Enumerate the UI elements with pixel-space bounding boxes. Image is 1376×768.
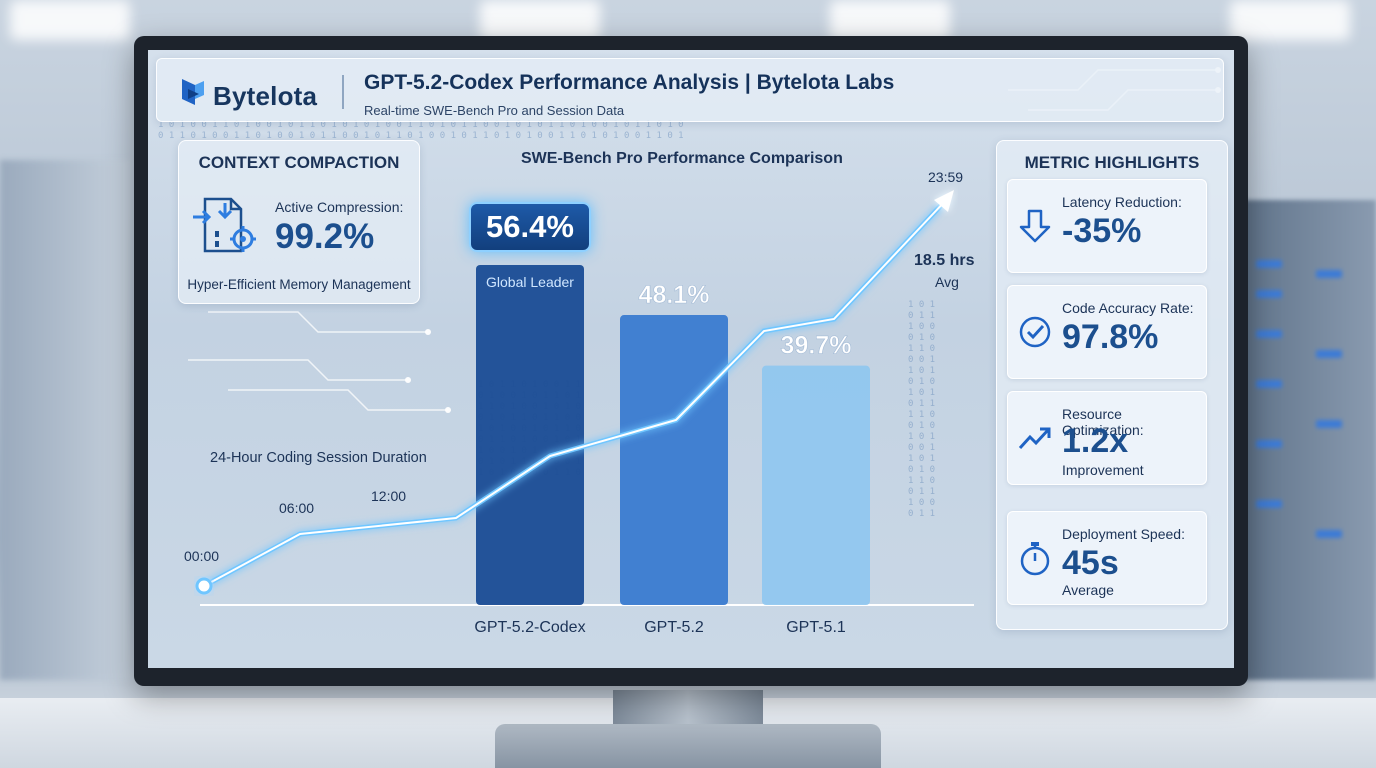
ceiling-light	[1230, 0, 1350, 40]
bar-gpt-5-1	[762, 365, 870, 605]
ceiling-light	[10, 0, 130, 40]
metric-value: -35%	[1062, 212, 1142, 250]
metric-card-accuracy: Code Accuracy Rate: 97.8%	[1007, 285, 1207, 379]
ceiling-light	[480, 0, 600, 40]
stopwatch-icon	[1020, 542, 1050, 576]
session-tick-label: 00:00	[184, 548, 220, 564]
session-trend-line-core	[203, 197, 949, 587]
dashboard-screen: 1 0 1 0 0 1 1 0 1 0 0 1 0 1 1 0 1 0 1 0 …	[148, 50, 1234, 668]
arrow-down-icon	[1019, 209, 1051, 243]
check-circle-icon	[1019, 316, 1051, 348]
server-rack	[1226, 200, 1376, 680]
bar-value-label: 39.7%	[781, 332, 852, 360]
metric-label: Resource Optimization:	[1062, 406, 1144, 438]
performance-chart: Global Leader 48.1% 39.7% GPT-5.2-Codex GPT…	[195, 190, 974, 636]
monitor-stand	[613, 690, 763, 730]
session-tick-label: 23:59	[928, 169, 964, 185]
brand-name: Bytelota	[213, 81, 318, 111]
compression-value: 99.2%	[275, 217, 375, 256]
metric-value: 1.2x	[1062, 422, 1129, 460]
page-subtitle: Real-time SWE-Bench Pro and Session Data	[364, 103, 625, 118]
compression-icon	[193, 197, 256, 253]
category-label: GPT-5.1	[786, 619, 846, 636]
page-title: GPT-5.2-Codex Performance Analysis | Byt…	[364, 71, 895, 94]
context-compaction-panel: CONTEXT COMPACTION Active Compression: 9…	[178, 140, 420, 304]
bytelota-logo-icon	[182, 79, 204, 105]
chart-title: SWE-Bench Pro Performance Comparison	[521, 150, 843, 167]
metric-value: 97.8%	[1062, 318, 1159, 356]
bar-gpt-5-2-codex	[476, 265, 584, 605]
binary-decoration: 1 0 1 0 1 1 1 0 0 0 1 0 1 1 0 0 0 1 1 0 …	[908, 300, 936, 519]
header-bar: Bytelota GPT-5.2-Codex Performance Analy…	[156, 58, 1224, 122]
metric-card-deployment: Deployment Speed: 45s Average	[1007, 511, 1207, 605]
session-average-label: Avg	[935, 274, 959, 290]
metric-sublabel: Improvement	[1062, 462, 1144, 478]
trend-start-point	[195, 577, 213, 595]
binary-decoration: 1 0 1 0 0 1 1 0 1 0 0 1 0 1 1 0 1 0 1 0 …	[158, 120, 684, 141]
session-average-value: 18.5 hrs	[914, 252, 975, 269]
category-label: GPT-5.2-Codex	[474, 619, 585, 636]
metric-highlights-panel: METRIC HIGHLIGHTS Latency Reduction: -35…	[996, 140, 1228, 630]
background-office	[0, 160, 130, 680]
bar-value-label: 48.1%	[639, 281, 710, 309]
metric-sublabel: Average	[1062, 582, 1114, 598]
session-tick-label: 06:00	[279, 500, 315, 516]
leader-value-callout: 56.4%	[469, 202, 591, 252]
ceiling-light	[830, 0, 950, 40]
leader-tag: Global Leader	[486, 274, 574, 290]
highlights-heading: METRIC HIGHLIGHTS	[1024, 153, 1200, 172]
session-tick-label: 12:00	[371, 488, 407, 504]
compression-label: Active Compression:	[275, 199, 404, 215]
metric-card-resource: Resource Optimization: 1.2x Improvement	[1007, 391, 1207, 485]
category-label: GPT-5.2	[644, 619, 704, 636]
trend-up-icon	[1018, 427, 1051, 450]
metric-label: Deployment Speed:	[1062, 526, 1185, 542]
context-heading: CONTEXT COMPACTION	[198, 153, 400, 172]
trend-arrow-head	[934, 190, 954, 212]
context-footer: Hyper-Efficient Memory Management	[187, 277, 411, 292]
header-divider	[342, 75, 344, 109]
metric-label: Code Accuracy Rate:	[1062, 300, 1194, 316]
metric-card-latency: Latency Reduction: -35%	[1007, 179, 1207, 273]
metric-value: 45s	[1062, 544, 1119, 582]
session-duration-label: 24-Hour Coding Session Duration	[210, 450, 427, 466]
monitor-base	[495, 724, 881, 768]
bar-gpt-5-2	[620, 315, 728, 605]
metric-label: Latency Reduction:	[1062, 194, 1182, 210]
